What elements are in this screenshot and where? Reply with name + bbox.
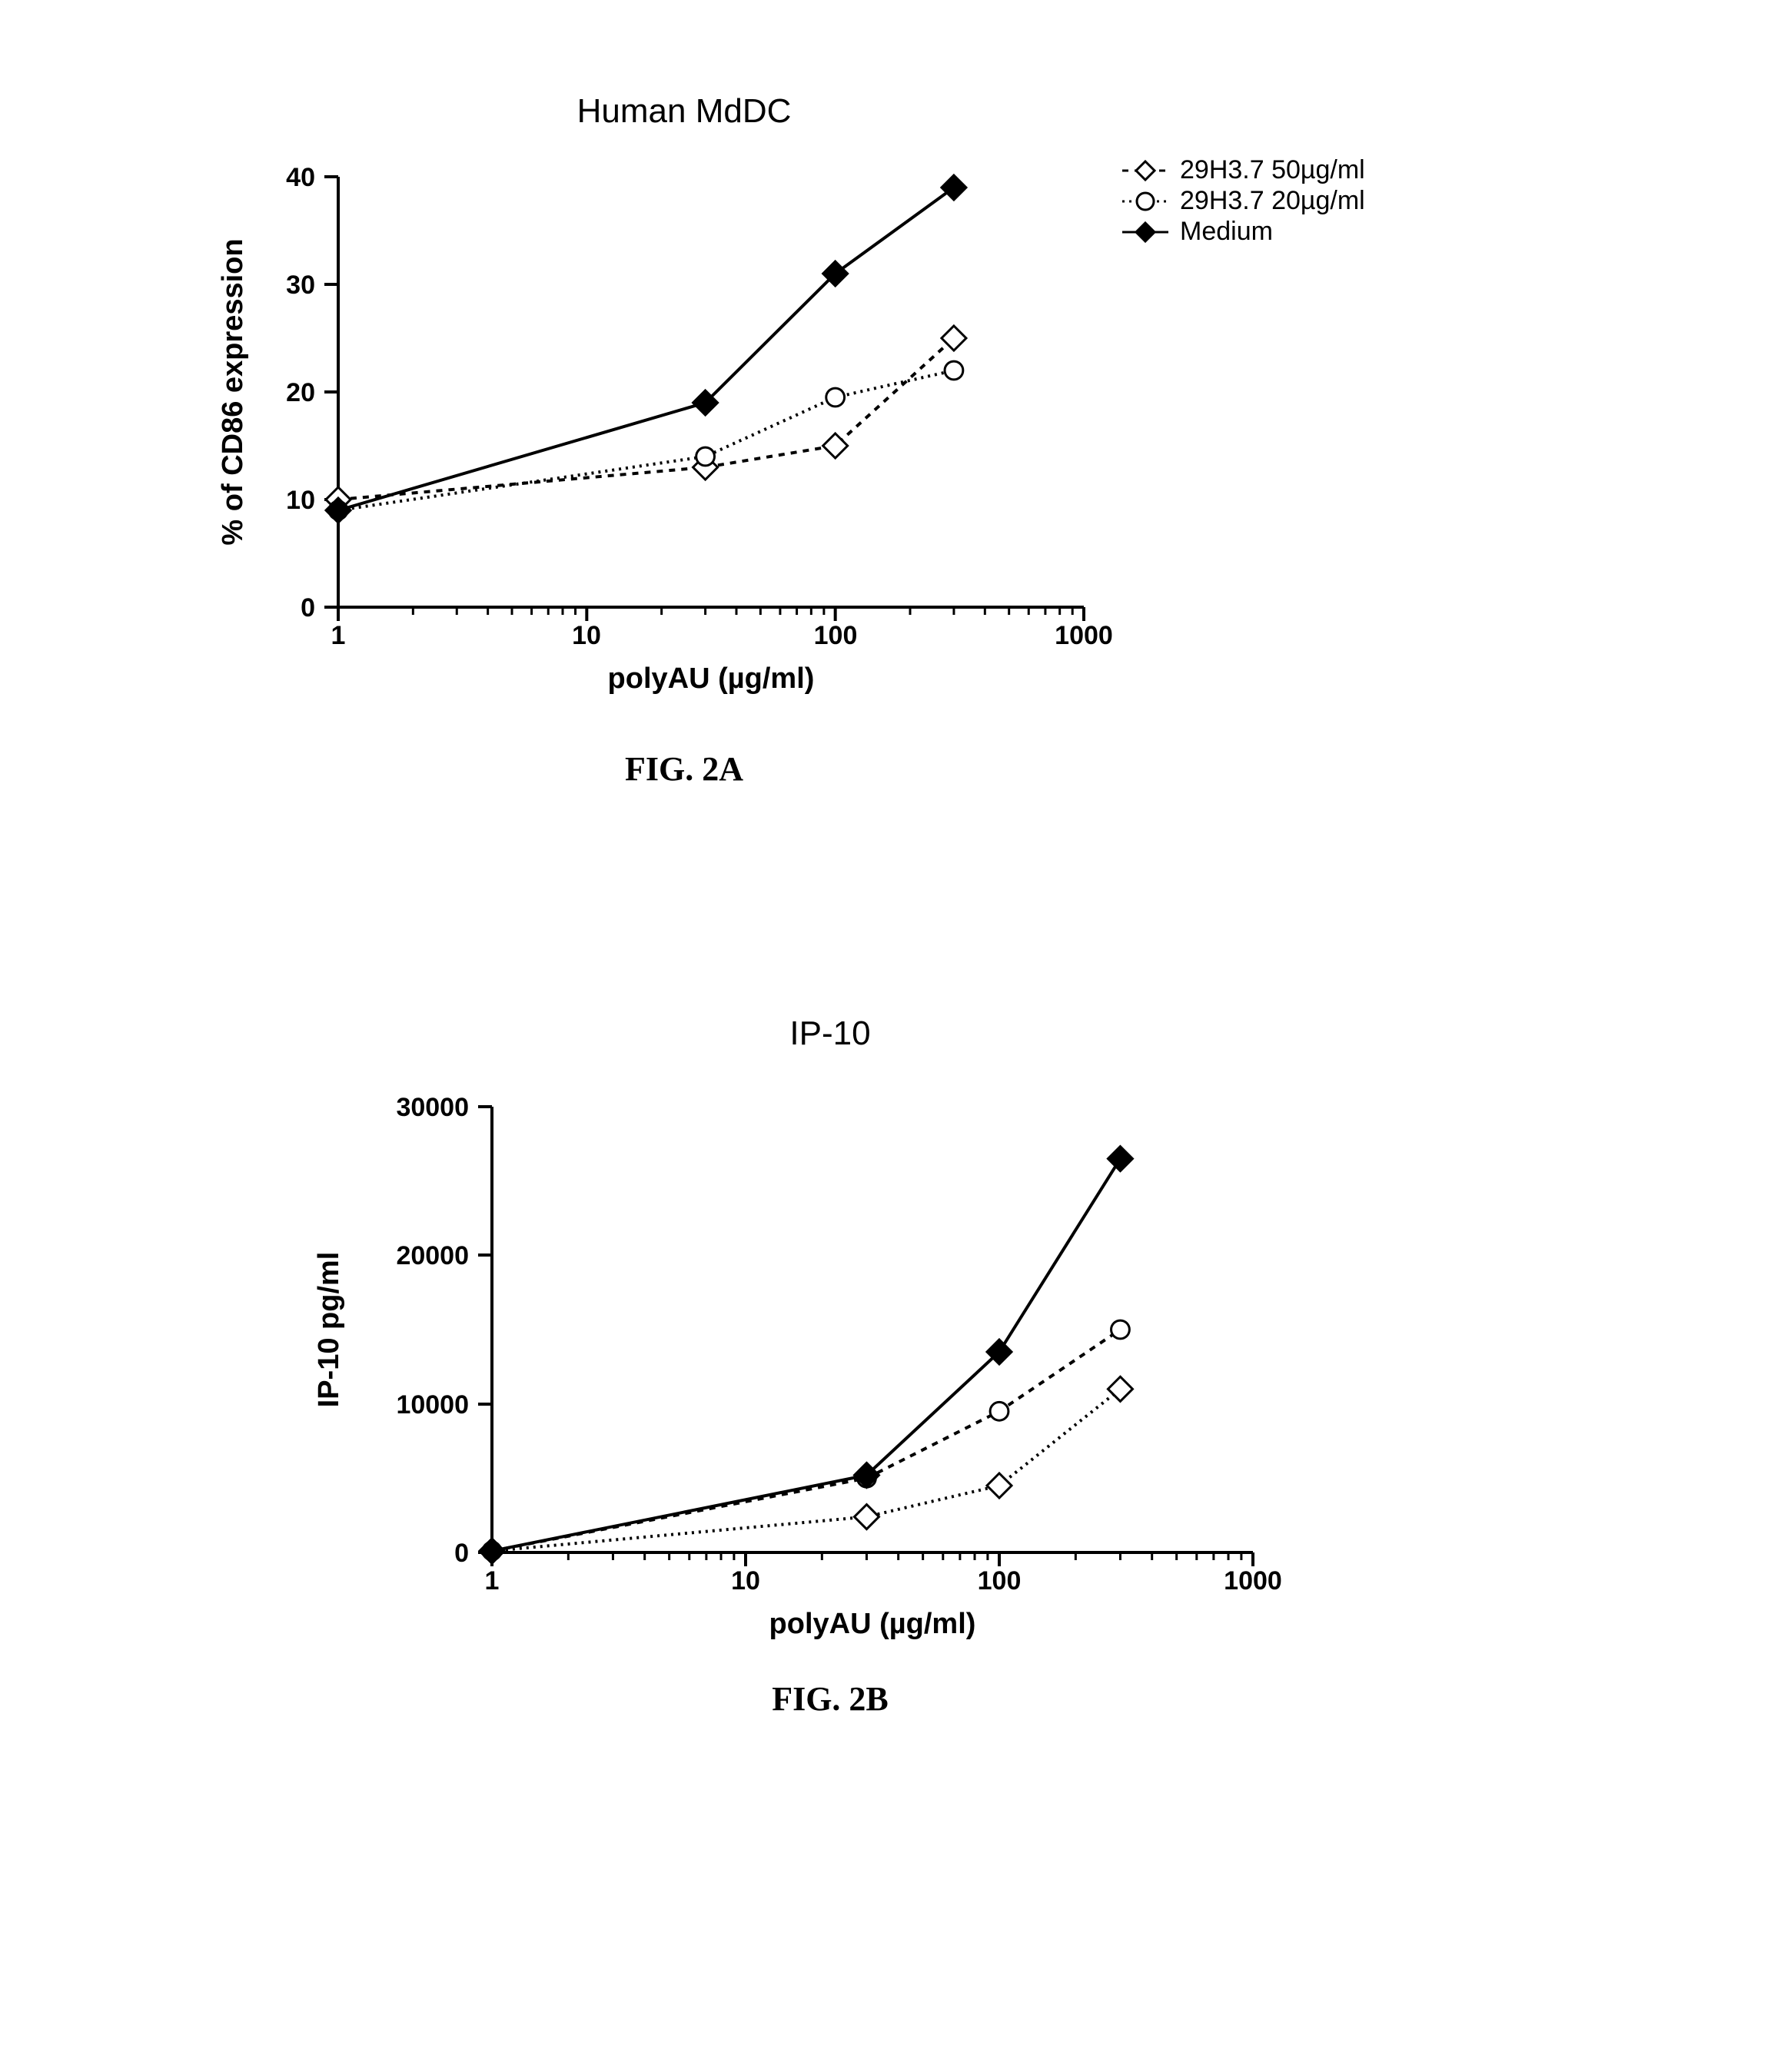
ytick-label: 10000	[396, 1390, 469, 1420]
ytick-label: 0	[301, 593, 315, 623]
chart-a-series	[326, 175, 966, 523]
chart-a-plot: 0 10 20 30 40 1 10 100 1000 polyAU (µg/m…	[200, 146, 1507, 699]
xtick-label: 10	[731, 1566, 760, 1596]
legend-item-label: 29H3.7 20µg/ml	[1180, 186, 1365, 215]
xtick-label: 10	[572, 621, 601, 650]
chart-b-xticks	[492, 1552, 1253, 1566]
chart-b-yticks: 0 10000 20000 30000	[396, 1093, 492, 1568]
chart-a-yticks: 0 10 20 30 40	[286, 163, 338, 623]
chart-a-title: Human MdDC	[261, 92, 1107, 131]
chart-b-title: IP-10	[407, 1014, 1253, 1053]
fig-2a-label: FIG. 2A	[261, 749, 1107, 789]
xtick-label: 1	[331, 621, 346, 650]
ytick-label: 20000	[396, 1241, 469, 1270]
chart-b-xlabel: polyAU (µg/ml)	[769, 1608, 976, 1640]
xtick-label: 1000	[1055, 621, 1113, 650]
chart-a-legend: 29H3.7 50µg/ml 29H3.7 20µg/ml Medium	[1122, 155, 1365, 246]
ytick-label: 20	[286, 378, 315, 407]
xtick-label: 100	[814, 621, 858, 650]
legend-item-label: Medium	[1180, 217, 1273, 246]
fig-2b-label: FIG. 2B	[407, 1679, 1253, 1718]
ytick-label: 30	[286, 271, 315, 300]
chart-b-series	[480, 1147, 1132, 1563]
ytick-label: 10	[286, 486, 315, 515]
ytick-label: 30000	[396, 1093, 469, 1122]
xtick-label: 1000	[1224, 1566, 1282, 1596]
diamond-open-icon	[1136, 161, 1155, 180]
legend-item-label: 29H3.7 50µg/ml	[1180, 155, 1365, 184]
chart-a-ylabel: % of CD86 expression	[217, 238, 249, 545]
chart-b-container: IP-10 0 10000 20000 30000 1 10 100 1000 …	[292, 1014, 1368, 1718]
ytick-label: 40	[286, 163, 315, 192]
chart-a-container: Human MdDC 0 10 20 30 40 1 10 100 1000 p…	[200, 92, 1507, 789]
xtick-label: 1	[485, 1566, 500, 1596]
circle-open-icon	[1137, 193, 1154, 210]
ytick-label: 0	[454, 1539, 469, 1568]
xtick-label: 100	[978, 1566, 1022, 1596]
chart-a-xticks	[338, 607, 1084, 621]
chart-b-ylabel: IP-10 pg/ml	[313, 1252, 345, 1408]
chart-a-xlabel: polyAU (µg/ml)	[608, 662, 815, 695]
chart-b-plot: 0 10000 20000 30000 1 10 100 1000 polyAU…	[292, 1076, 1368, 1660]
diamond-filled-icon	[1136, 223, 1155, 241]
